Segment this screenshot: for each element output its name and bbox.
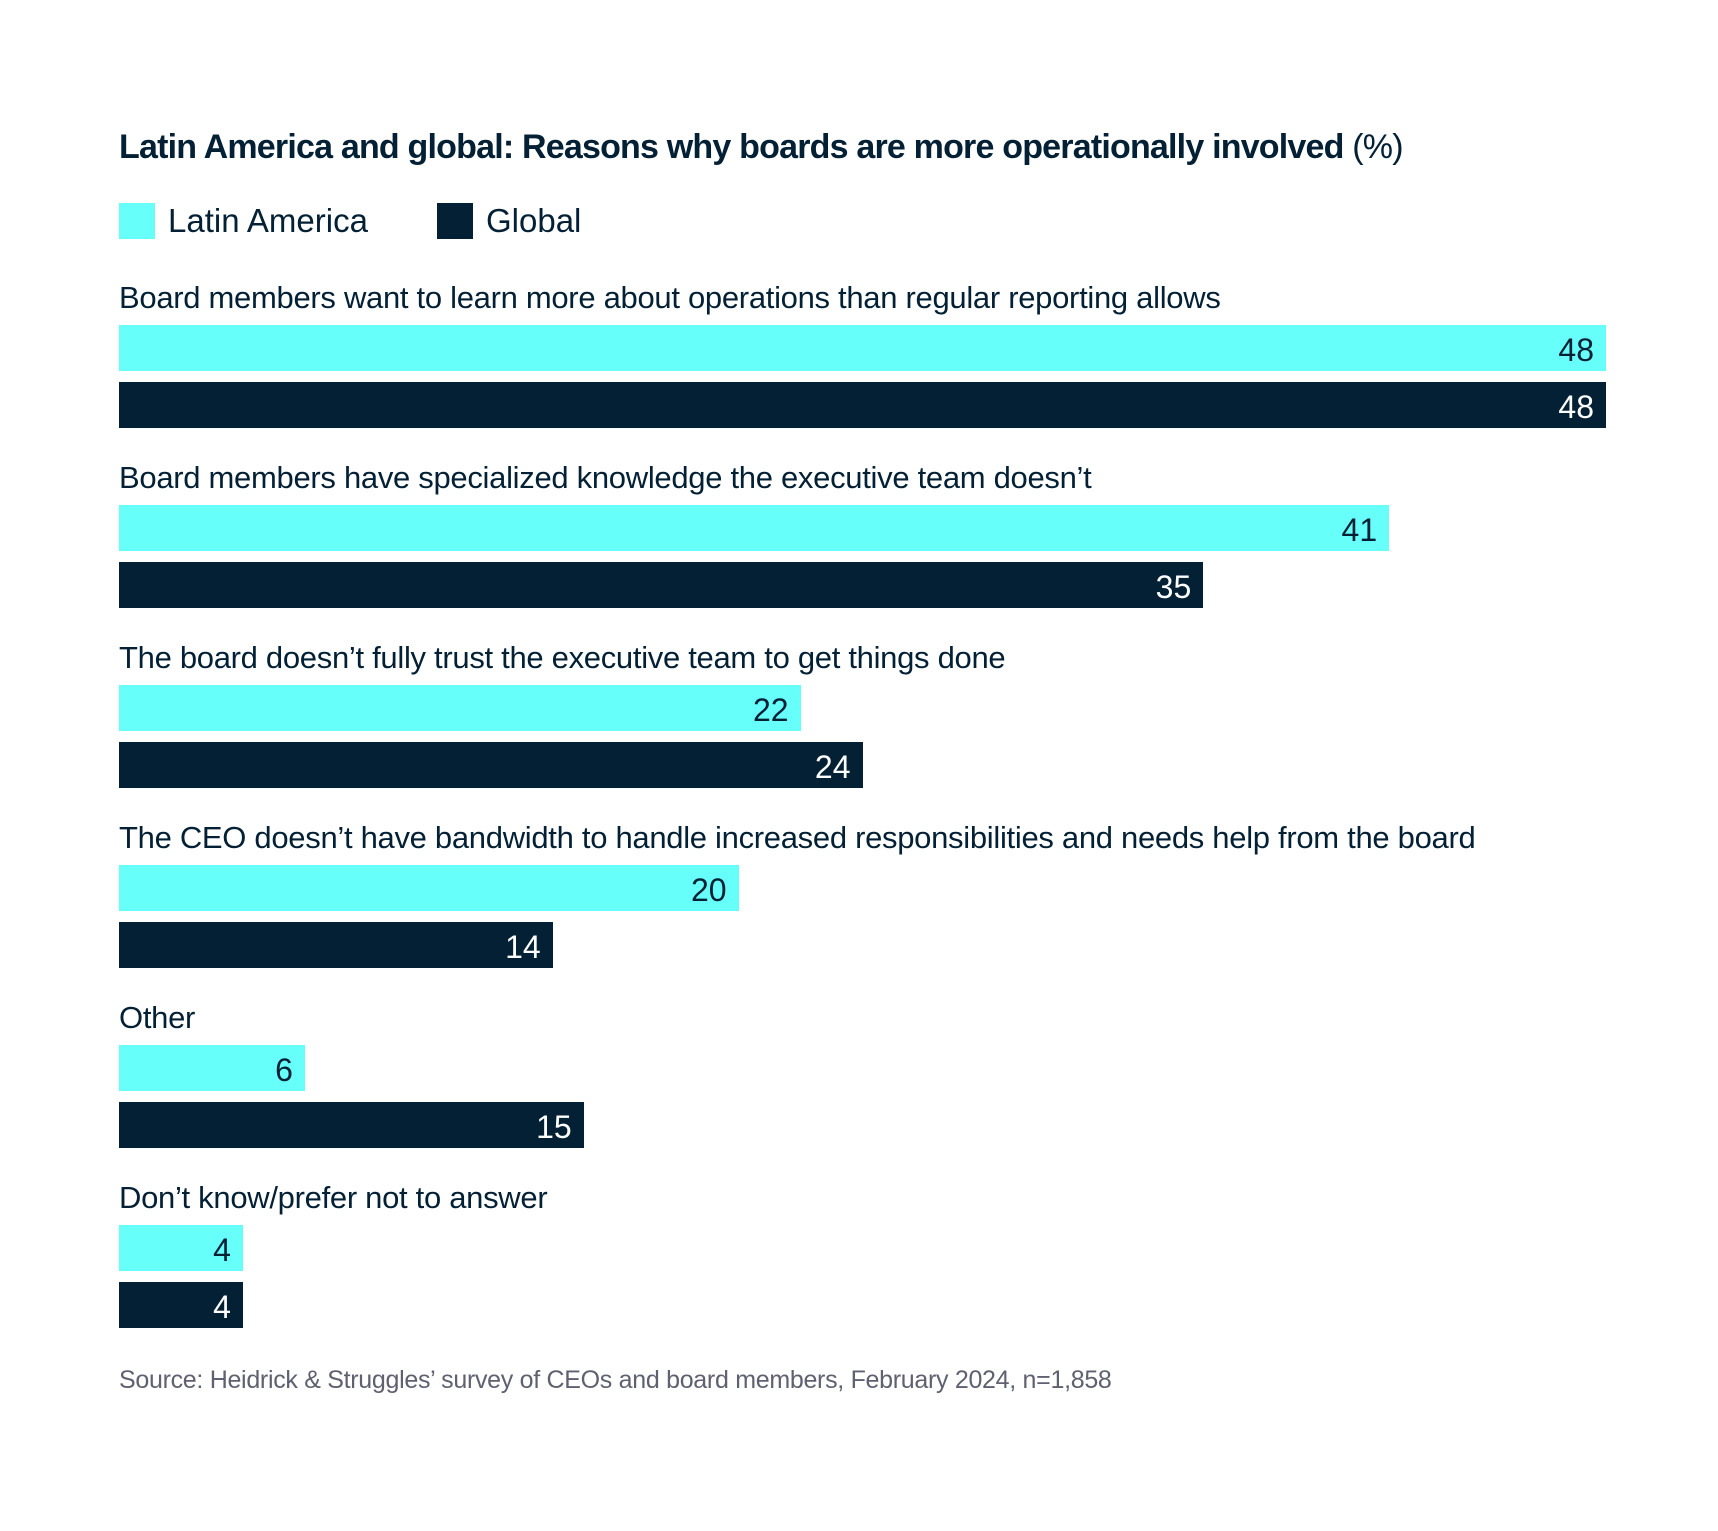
- data-label: 20: [690, 872, 727, 908]
- data-label: 35: [1155, 569, 1192, 605]
- category-label: Board members want to learn more about o…: [119, 280, 1221, 315]
- bar-global: [119, 922, 553, 968]
- data-label: 41: [1341, 512, 1378, 548]
- legend-item-global: Global: [437, 202, 581, 240]
- bar-global: [119, 562, 1204, 608]
- bar-global: [119, 1102, 584, 1148]
- bar-latin-america: [119, 325, 1606, 371]
- bar-latin-america: [119, 685, 801, 731]
- bar-latin-america: [119, 505, 1390, 551]
- source-note: Source: Heidrick & Struggles’ survey of …: [119, 1366, 1112, 1394]
- category-label: Don’t know/prefer not to answer: [119, 1180, 548, 1215]
- chart-title: Latin America and global: Reasons why bo…: [119, 128, 1404, 167]
- bar-latin-america: [119, 865, 739, 911]
- data-label: 15: [536, 1109, 572, 1145]
- chart-title-text: Latin America and global: Reasons why bo…: [119, 128, 1344, 166]
- data-label: 22: [752, 692, 789, 728]
- data-label: 6: [275, 1052, 293, 1088]
- data-label: 48: [1558, 332, 1594, 368]
- chart-title-unit: (%): [1352, 128, 1403, 166]
- legend-swatch-latin-america: [119, 203, 155, 239]
- data-label: 24: [814, 749, 851, 785]
- category-label: The CEO doesn’t have bandwidth to handle…: [119, 820, 1476, 855]
- legend-label-global: Global: [486, 202, 582, 239]
- bar-global: [119, 742, 863, 788]
- legend-label-latin-america: Latin America: [168, 202, 368, 239]
- bar-global: [119, 1282, 243, 1328]
- data-label: 14: [505, 929, 541, 965]
- data-label: 4: [213, 1232, 231, 1268]
- category-label: The board doesn’t fully trust the execut…: [119, 640, 1006, 675]
- legend-item-latin-america: Latin America: [119, 202, 368, 240]
- legend-swatch-global: [437, 203, 473, 239]
- category-label: Board members have specialized knowledge…: [119, 460, 1092, 495]
- category-label: Other: [119, 1000, 196, 1035]
- bar-latin-america: [119, 1225, 243, 1271]
- bar-global: [119, 382, 1606, 428]
- data-label: 48: [1558, 389, 1594, 425]
- bar-latin-america: [119, 1045, 305, 1091]
- data-label: 4: [213, 1289, 231, 1325]
